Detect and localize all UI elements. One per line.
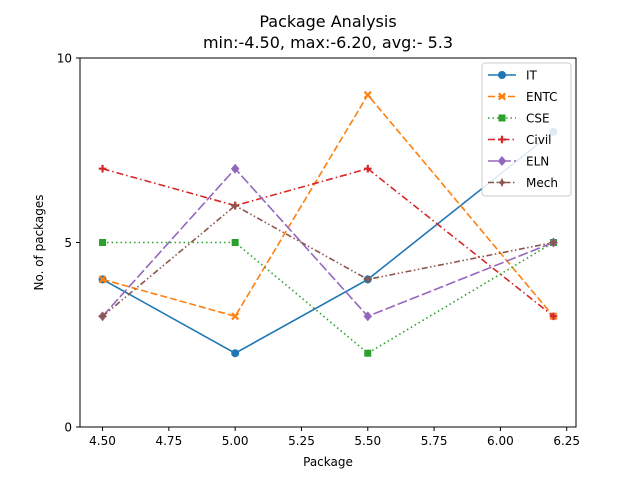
legend-item-eln: ELN [488,155,549,169]
data-point-civil [363,164,372,173]
x-axis-ticks: 4.50 4.75 5.00 5.25 5.50 5.75 6.00 6.25 [89,427,580,448]
x-tick-label: 5.75 [421,434,448,448]
series-layer [97,90,559,358]
chart-subtitle: min:-4.50, max:-6.20, avg:- 5.3 [203,33,453,52]
x-tick-label: 5.25 [288,434,315,448]
series-line-civil [102,167,554,317]
y-tick-label: 5 [64,236,72,250]
data-point-entc [98,275,107,284]
legend-item-mech: Mech [488,176,558,190]
legend-marker-cse [498,114,506,122]
legend-label-it: IT [526,69,538,83]
legend-marker-entc [498,92,506,101]
y-tick-label: 10 [57,52,72,66]
legend-marker-it [498,71,506,79]
x-tick-label: 6.25 [553,434,580,448]
legend-marker-eln [497,156,507,166]
legend-marker-civil [498,135,506,144]
legend-label-entc: ENTC [526,90,558,104]
x-axis-label: Package [303,455,353,469]
series-civil [98,164,558,321]
y-tick-label: 0 [64,421,72,435]
legend-item-civil: Civil [488,133,551,147]
legend-label-cse: CSE [526,112,550,126]
chart-title: Package Analysis [259,12,396,31]
data-point-entc [363,90,372,99]
series-line-mech [102,204,554,317]
legend-item-entc: ENTC [488,90,558,104]
x-tick-label: 5.00 [222,434,249,448]
series-line-entc [102,93,555,318]
x-tick-label: 4.50 [89,434,116,448]
data-point-cse [99,239,107,246]
x-tick-label: 4.75 [155,434,182,448]
data-point-mech [548,237,559,248]
data-point-civil [98,164,107,173]
data-point-cse [231,239,239,246]
data-point-mech [97,311,108,322]
y-axis-ticks: 0 5 10 [57,52,80,435]
legend: IT ENTC CSE Civil ELN Mech [481,62,572,197]
data-point-entc [231,312,240,321]
series-mech [97,200,559,322]
data-point-eln [230,163,240,174]
legend-label-mech: Mech [526,176,558,190]
data-point-mech [362,274,373,285]
x-tick-label: 6.00 [487,434,514,448]
legend-label-eln: ELN [526,155,549,169]
legend-item-cse: CSE [488,112,550,126]
x-tick-label: 5.50 [354,434,381,448]
legend-item-it: IT [488,69,538,83]
data-point-cse [364,349,372,357]
y-axis-label: No. of packages [32,194,46,290]
series-line-eln [101,167,554,318]
data-point-it [231,349,240,358]
data-point-eln [363,311,373,322]
legend-marker-mech [497,177,507,188]
data-point-mech [230,200,240,211]
data-point-civil [549,312,558,321]
legend-label-civil: Civil [526,133,551,147]
